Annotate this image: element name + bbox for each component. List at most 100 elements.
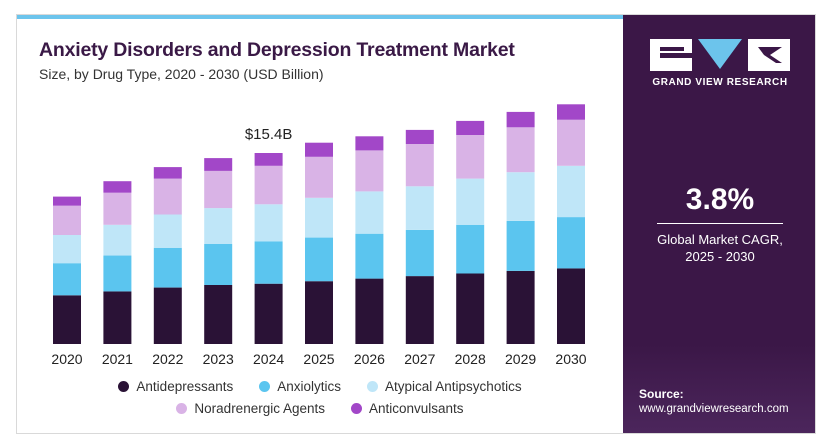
x-tick-label: 2022 <box>152 351 183 367</box>
bar-segment-anticonvulsants-2025 <box>305 142 333 157</box>
bar-segment-atypical-antipsychotics-2027 <box>405 186 434 230</box>
bar-segment-noradrenergic-agents-2026 <box>355 150 384 192</box>
bar-segment-noradrenergic-agents-2025 <box>305 156 333 198</box>
bar-segment-atypical-antipsychotics-2022 <box>153 214 182 248</box>
legend-row: Antidepressants Anxiolytics Atypical Antip… <box>17 375 623 397</box>
bar-segment-anticonvulsants-2030 <box>557 104 585 120</box>
bar-segment-atypical-antipsychotics-2029 <box>506 172 535 221</box>
bar-segment-anxiolytics-2026 <box>355 233 384 279</box>
source-link[interactable]: www.grandviewresearch.com <box>639 403 789 415</box>
legend-swatch <box>176 402 188 414</box>
bar-segment-noradrenergic-agents-2027 <box>405 144 434 187</box>
bar-segment-antidepressants-2024 <box>254 283 283 344</box>
sidebar-wave-decoration <box>623 345 815 433</box>
bar-segment-atypical-antipsychotics-2028 <box>456 178 485 225</box>
x-tick-label: 2026 <box>354 351 385 367</box>
bar-segment-antidepressants-2030 <box>557 268 585 344</box>
bar-segment-noradrenergic-agents-2028 <box>456 135 485 179</box>
bar-segment-anxiolytics-2027 <box>405 229 434 277</box>
x-tick-label: 2029 <box>505 351 536 367</box>
legend-label: Noradrenergic Agents <box>194 400 325 416</box>
legend-row: Noradrenergic Agents Anticonvulsants <box>17 397 623 419</box>
x-tick-label: 2021 <box>102 351 133 367</box>
bar-segment-atypical-antipsychotics-2026 <box>355 191 384 234</box>
bar-segment-anticonvulsants-2020 <box>53 196 81 206</box>
bar-segment-anticonvulsants-2024 <box>254 153 283 166</box>
bar-segment-atypical-antipsychotics-2021 <box>103 224 132 256</box>
chart-card: Anxiety Disorders and Depression Treatme… <box>16 14 816 434</box>
cagr-label-line: 2025 - 2030 <box>685 249 755 264</box>
cagr-label-line: Global Market CAGR, <box>657 232 783 247</box>
x-tick-label: 2030 <box>555 351 586 367</box>
bar-segment-noradrenergic-agents-2023 <box>204 170 233 209</box>
legend-item-anticonvulsants: Anticonvulsants <box>351 401 464 416</box>
bar-segment-anxiolytics-2030 <box>557 217 585 269</box>
chart-title: Anxiety Disorders and Depression Treatme… <box>39 39 515 61</box>
bar-segment-anxiolytics-2028 <box>456 224 485 274</box>
legend-item-anxiolytics: Anxiolytics <box>259 379 341 394</box>
x-tick-label: 2023 <box>203 351 234 367</box>
bar-segment-antidepressants-2029 <box>506 270 535 344</box>
legend-label: Anxiolytics <box>277 378 342 394</box>
bar-segment-anticonvulsants-2026 <box>355 136 384 151</box>
bar-segment-noradrenergic-agents-2024 <box>254 165 283 205</box>
bar-segment-anticonvulsants-2028 <box>456 120 485 135</box>
x-tick-label: 2027 <box>404 351 435 367</box>
bar-segment-anticonvulsants-2029 <box>506 111 535 128</box>
brand-logo-icon <box>650 39 790 71</box>
bar-segment-anxiolytics-2020 <box>53 263 81 296</box>
bar-segment-antidepressants-2025 <box>305 281 333 344</box>
bar-segment-noradrenergic-agents-2021 <box>103 192 132 225</box>
bar-segment-atypical-antipsychotics-2030 <box>557 165 585 218</box>
legend-swatch <box>351 402 362 414</box>
bar-segment-noradrenergic-agents-2030 <box>557 119 585 166</box>
bar-segment-antidepressants-2027 <box>405 276 434 344</box>
chart-subtitle: Size, by Drug Type, 2020 - 2030 (USD Bil… <box>39 66 324 82</box>
legend-item-atypical-antipsychotics: Atypical Antipsychotics <box>367 379 522 394</box>
cagr-value: 3.8% <box>685 183 755 216</box>
stacked-bar-chart: 2020 2021 2022 2023 2024 $15.4B 2025 2026 2027 20… <box>51 104 587 367</box>
bar-segment-anxiolytics-2022 <box>153 247 182 288</box>
legend-label: Atypical Antipsychotics <box>385 378 522 394</box>
x-tick-label: 2020 <box>51 351 82 367</box>
legend-label: Antidepressants <box>136 378 234 394</box>
bar-segment-anxiolytics-2029 <box>506 220 535 271</box>
x-tick-label: 2025 <box>303 351 334 367</box>
legend-swatch <box>118 380 130 392</box>
legend-swatch <box>259 380 271 392</box>
bar-segment-atypical-antipsychotics-2025 <box>305 197 333 238</box>
bar-segment-atypical-antipsychotics-2024 <box>254 204 283 242</box>
bar-segment-anxiolytics-2021 <box>103 255 132 292</box>
bar-segment-noradrenergic-agents-2029 <box>506 127 535 173</box>
bar-segment-antidepressants-2026 <box>355 278 384 344</box>
bar-segment-anxiolytics-2025 <box>305 237 333 282</box>
bar-segment-antidepressants-2022 <box>153 287 182 344</box>
x-tick-label: 2028 <box>455 351 486 367</box>
legend-label: Anticonvulsants <box>369 400 464 416</box>
bar-segment-anticonvulsants-2027 <box>405 129 434 144</box>
bar-segment-antidepressants-2020 <box>53 295 81 344</box>
bar-segment-anxiolytics-2023 <box>204 244 233 285</box>
bar-segment-anxiolytics-2024 <box>254 241 283 284</box>
legend-item-noradrenergic-agents: Noradrenergic Agents <box>176 401 325 416</box>
bar-segment-anticonvulsants-2023 <box>204 158 233 171</box>
bar-segment-noradrenergic-agents-2022 <box>153 178 182 215</box>
bar-value-annotation: $15.4B <box>245 126 293 143</box>
legend-swatch <box>367 380 379 392</box>
x-tick-label: 2024 <box>253 351 284 367</box>
cagr-label: Global Market CAGR, 2025 - 2030 <box>623 231 815 265</box>
bar-segment-antidepressants-2021 <box>103 291 132 344</box>
bar-segment-antidepressants-2023 <box>204 285 233 344</box>
top-accent-bar <box>17 15 623 19</box>
legend-item-antidepressants: Antidepressants <box>118 379 233 394</box>
bar-segment-atypical-antipsychotics-2020 <box>53 235 81 264</box>
brand-name: GRAND VIEW RESEARCH <box>652 77 788 88</box>
bar-segment-anticonvulsants-2021 <box>103 181 132 193</box>
source-title: Source: <box>639 387 684 401</box>
bar-segment-antidepressants-2028 <box>456 273 485 344</box>
bar-segment-noradrenergic-agents-2020 <box>53 205 81 235</box>
bar-segment-atypical-antipsychotics-2023 <box>204 208 233 244</box>
chart-legend: Antidepressants Anxiolytics Atypical Antip… <box>17 375 623 419</box>
cagr-divider <box>657 223 783 224</box>
bar-segment-anticonvulsants-2022 <box>153 167 182 179</box>
